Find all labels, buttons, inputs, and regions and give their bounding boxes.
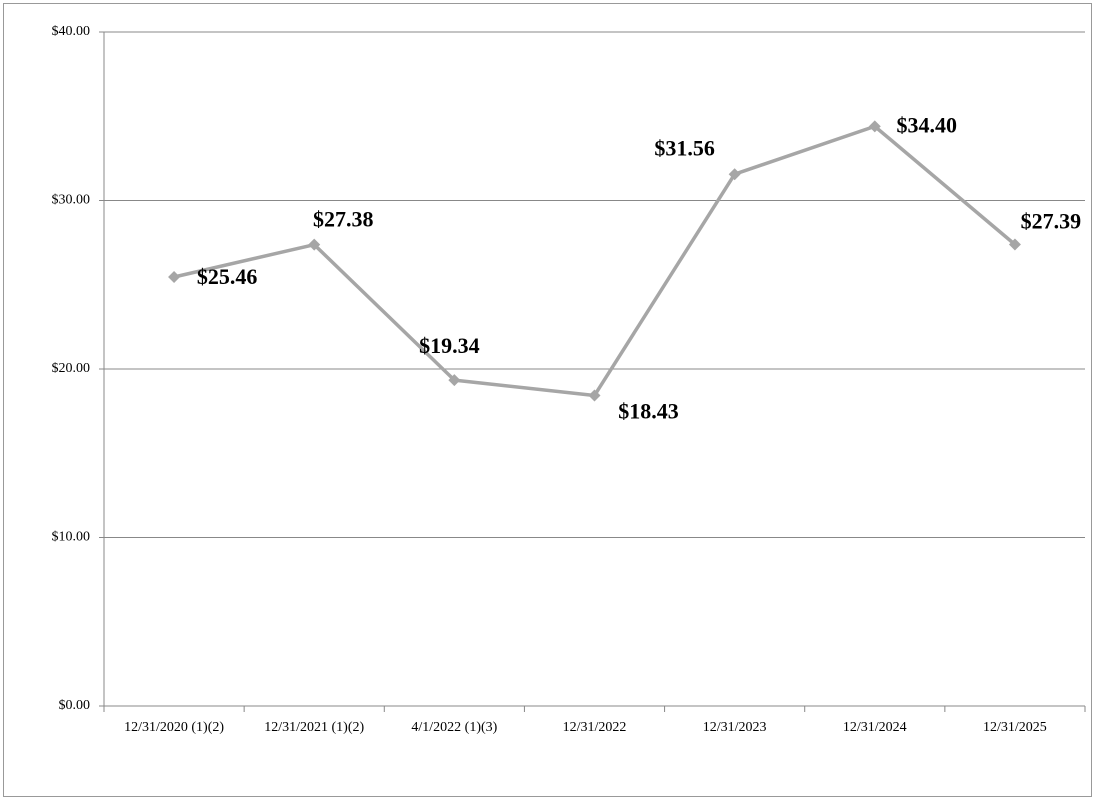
data-point [448, 374, 461, 387]
data-point [168, 270, 181, 283]
x-tick-label: 12/31/2025 [983, 720, 1047, 735]
data-label: $34.40 [897, 112, 958, 137]
x-tick-label: 12/31/2021 (1)(2) [264, 720, 364, 735]
data-point [308, 238, 321, 251]
data-label: $25.46 [197, 264, 258, 289]
x-tick-label: 12/31/2024 [843, 720, 907, 735]
data-label: $31.56 [654, 135, 715, 160]
x-tick-label: 12/31/2022 [563, 720, 627, 735]
data-label: $19.34 [419, 333, 480, 358]
data-point [1008, 238, 1021, 251]
y-tick-label: $0.00 [59, 698, 91, 713]
x-tick-label: 4/1/2022 (1)(3) [411, 720, 497, 735]
data-label: $27.39 [1021, 209, 1082, 234]
x-tick-label: 12/31/2023 [703, 720, 767, 735]
data-point [868, 120, 881, 133]
data-label: $27.38 [313, 207, 374, 232]
x-tick-label: 12/31/2020 (1)(2) [124, 720, 224, 735]
data-point [588, 389, 601, 402]
data-point [728, 168, 741, 181]
y-tick-label: $10.00 [52, 530, 91, 545]
data-label: $18.43 [618, 399, 679, 424]
chart-border [3, 3, 1092, 797]
y-tick-label: $40.00 [52, 24, 91, 39]
y-tick-label: $20.00 [52, 361, 91, 376]
y-tick-label: $30.00 [52, 193, 91, 208]
